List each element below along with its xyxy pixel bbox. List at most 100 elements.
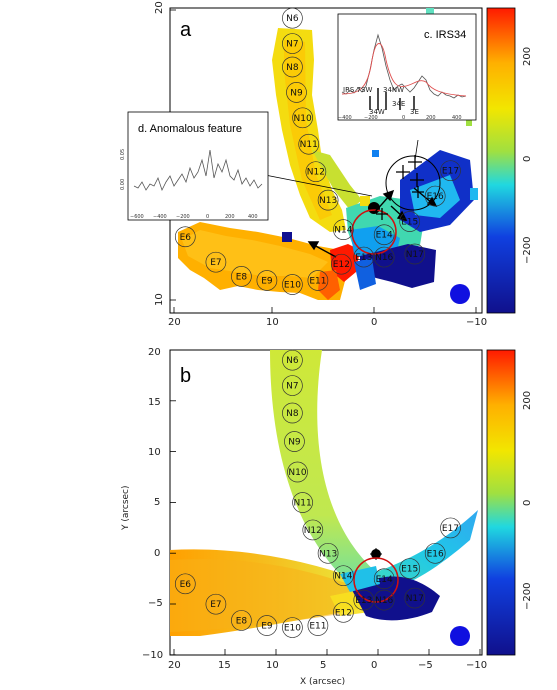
clump-label-n9: N9 bbox=[288, 438, 301, 448]
clump-circle-n17 bbox=[404, 587, 426, 609]
irs34-xtick-1: −200 bbox=[364, 115, 378, 121]
clump-circle-n9 bbox=[284, 431, 305, 452]
panel-b-ytick-3: 5 bbox=[154, 497, 160, 508]
panel-a-southern-navy bbox=[360, 244, 436, 288]
clump-label-n7: N7 bbox=[286, 382, 298, 392]
clump-label-e15: E15 bbox=[401, 218, 418, 228]
clump-circle-e12 bbox=[331, 253, 352, 275]
panel-b-ytick-6: −10 bbox=[142, 650, 163, 661]
anomalous-ytick-1: 0.00 bbox=[120, 179, 126, 190]
clump-label-e11: E11 bbox=[309, 622, 326, 632]
anomalous-ytick-0: 0.05 bbox=[120, 149, 126, 160]
clump-circle-e8 bbox=[231, 610, 252, 631]
clump-label-e10: E10 bbox=[284, 624, 301, 634]
panel-a-xtick-0: 20 bbox=[168, 317, 181, 328]
clump-circle-n7 bbox=[282, 375, 303, 396]
panel-b-ytick-2: 10 bbox=[148, 447, 161, 458]
clump-label-n11: N11 bbox=[300, 140, 318, 150]
clump-label-e7: E7 bbox=[210, 600, 221, 610]
clump-label-n10: N10 bbox=[288, 468, 306, 478]
clump-label-e17: E17 bbox=[442, 524, 459, 534]
panel-b-xtick-5: −5 bbox=[418, 660, 433, 671]
panel-a-xtick-1: 10 bbox=[266, 317, 279, 328]
clump-label-e15: E15 bbox=[401, 565, 418, 575]
clump-label-n9: N9 bbox=[290, 88, 303, 98]
clump-label-n14: N14 bbox=[334, 572, 352, 582]
clump-label-n17: N17 bbox=[406, 250, 424, 260]
clump-label-e7: E7 bbox=[210, 258, 221, 268]
clump-circle-e17 bbox=[440, 517, 461, 539]
anomalous-xtick-4: 200 bbox=[225, 214, 235, 220]
clump-circle-e9 bbox=[256, 270, 278, 291]
panel-b-cbar-tick-2: −200 bbox=[522, 583, 533, 610]
panel-a-ytick-1: 10 bbox=[154, 293, 165, 306]
irs34-xtick-2: 0 bbox=[402, 115, 405, 121]
panel-b-east-arm bbox=[376, 510, 478, 590]
clump-label-e13: E13 bbox=[355, 596, 372, 606]
clump-label-e14: E14 bbox=[376, 231, 393, 241]
panel-a-red-region bbox=[330, 244, 360, 282]
irs34-fit bbox=[341, 43, 467, 97]
clump-label-e13: E13 bbox=[355, 253, 372, 263]
clump-label-n12: N12 bbox=[307, 168, 325, 178]
panel-b-ytick-1: 15 bbox=[148, 397, 161, 408]
panel-b: N6 N7 N8 N9 N10 N11 N12 N13 N14 E14 E15 E16 E17 N16 N1… bbox=[121, 347, 533, 687]
clump-circle-e13 bbox=[353, 589, 375, 611]
clump-circle-e14 bbox=[373, 568, 395, 590]
clump-circle-e6 bbox=[174, 573, 196, 595]
clump-label-n10: N10 bbox=[294, 114, 312, 124]
panel-b-colorbar bbox=[486, 349, 516, 656]
clump-circle-n7 bbox=[282, 33, 303, 54]
irs34-xtick-3: 200 bbox=[426, 115, 436, 121]
clump-circle-n9 bbox=[286, 82, 307, 103]
clump-label-n8: N8 bbox=[286, 409, 299, 419]
clump-circle-n13 bbox=[317, 542, 339, 564]
clump-circle-e16 bbox=[424, 185, 446, 207]
clump-circle-n12 bbox=[305, 161, 327, 183]
clump-label-e12: E12 bbox=[335, 608, 352, 618]
clump-circle-n8 bbox=[282, 56, 303, 78]
panel-a-irs34-circle bbox=[385, 155, 441, 211]
irs34-title: c. IRS34 bbox=[424, 29, 466, 41]
clump-label-n7: N7 bbox=[286, 40, 298, 50]
panel-b-xtick-1: 15 bbox=[218, 660, 231, 671]
panel-b-ytick-5: −5 bbox=[148, 598, 163, 609]
panel-a-connector-d bbox=[264, 174, 373, 197]
clump-label-n6: N6 bbox=[286, 14, 299, 24]
panel-a-cbar-tick-0: 200 bbox=[522, 47, 533, 66]
clump-circle-e15 bbox=[399, 558, 421, 579]
clump-circle-e9 bbox=[256, 615, 278, 636]
clump-circle-e8 bbox=[231, 266, 252, 287]
panel-b-cbar-tick-1: 0 bbox=[522, 500, 533, 506]
clump-circle-n16 bbox=[373, 246, 395, 268]
clump-circle-e17 bbox=[440, 160, 461, 182]
panel-a-xtick-2: 0 bbox=[371, 317, 377, 328]
irs34-label-34e: 34E bbox=[392, 100, 405, 108]
clump-label-n17: N17 bbox=[406, 594, 424, 604]
clump-circle-e11 bbox=[307, 615, 329, 636]
clump-circle-e10 bbox=[282, 617, 303, 638]
panel-a-clumps: N6 N7 N8 N9 N10 N11 N12 N13 N14 E14 E15 E16 E17 N16 N1… bbox=[174, 7, 461, 295]
clump-circle-n16 bbox=[373, 589, 395, 611]
clump-circle-n11 bbox=[292, 492, 313, 513]
panel-a-xtick-3: −10 bbox=[466, 317, 487, 328]
clump-circle-e14 bbox=[373, 224, 395, 246]
clump-label-e12: E12 bbox=[333, 260, 350, 270]
panel-a-connector-c bbox=[414, 139, 419, 161]
panel-a-cbar-tick-2: −200 bbox=[522, 237, 533, 264]
clump-label-n13: N13 bbox=[319, 196, 337, 206]
clump-label-n16: N16 bbox=[375, 253, 393, 263]
panel-b-xtick-0: 20 bbox=[168, 660, 181, 671]
clump-label-e17: E17 bbox=[442, 167, 459, 177]
clump-circle-e16 bbox=[424, 542, 446, 564]
clump-circle-n17 bbox=[404, 243, 426, 265]
panel-b-ytick-4: 0 bbox=[154, 548, 160, 559]
clump-label-e10: E10 bbox=[284, 281, 301, 291]
clump-circle-n14 bbox=[333, 565, 354, 587]
clump-label-e6: E6 bbox=[180, 233, 192, 243]
clump-circle-n10 bbox=[287, 461, 308, 483]
inset-irs34: c. IRS34 IRS 7SW 34NW 34W 34E 3E −400 −2… bbox=[337, 13, 477, 121]
panel-b-xtick-2: 10 bbox=[266, 660, 279, 671]
clump-label-n12: N12 bbox=[304, 526, 322, 536]
panel-b-cbar-tick-0: 200 bbox=[522, 391, 533, 410]
